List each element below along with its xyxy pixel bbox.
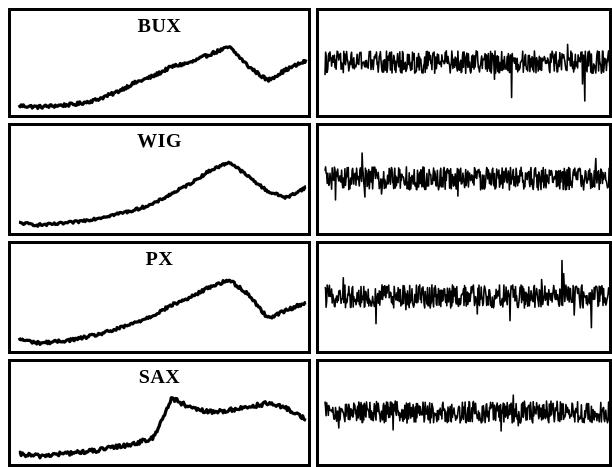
chart-panel-5: PX xyxy=(8,241,311,354)
chart-plot-6 xyxy=(324,259,609,329)
chart-panel-6 xyxy=(316,241,612,354)
chart-plot-8 xyxy=(324,394,609,432)
chart-panel-2 xyxy=(316,8,612,118)
chart-panel-3: WIG xyxy=(8,123,311,236)
series-line-3 xyxy=(18,160,307,228)
chart-plot-1 xyxy=(17,45,308,110)
chart-plot-2 xyxy=(324,43,609,102)
chart-title-5: PX xyxy=(145,248,174,270)
series-line-2 xyxy=(324,43,609,102)
chart-title-1: BUX xyxy=(137,15,182,37)
chart-panel-1: BUX xyxy=(8,8,311,118)
chart-panel-8 xyxy=(316,359,612,467)
chart-plot-5 xyxy=(17,278,307,346)
chart-plot-7 xyxy=(18,396,307,460)
chart-title-3: WIG xyxy=(137,130,182,152)
series-line-5 xyxy=(17,278,307,346)
chart-panel-4 xyxy=(316,123,612,236)
chart-panel-7: SAX xyxy=(8,359,311,467)
series-line-4 xyxy=(324,152,609,201)
chart-title-7: SAX xyxy=(138,366,181,388)
chart-plot-3 xyxy=(18,160,307,228)
series-line-6 xyxy=(324,259,609,329)
series-line-1 xyxy=(17,45,308,110)
chart-plot-4 xyxy=(324,152,609,201)
series-line-8 xyxy=(324,394,609,432)
series-line-7 xyxy=(18,396,307,460)
